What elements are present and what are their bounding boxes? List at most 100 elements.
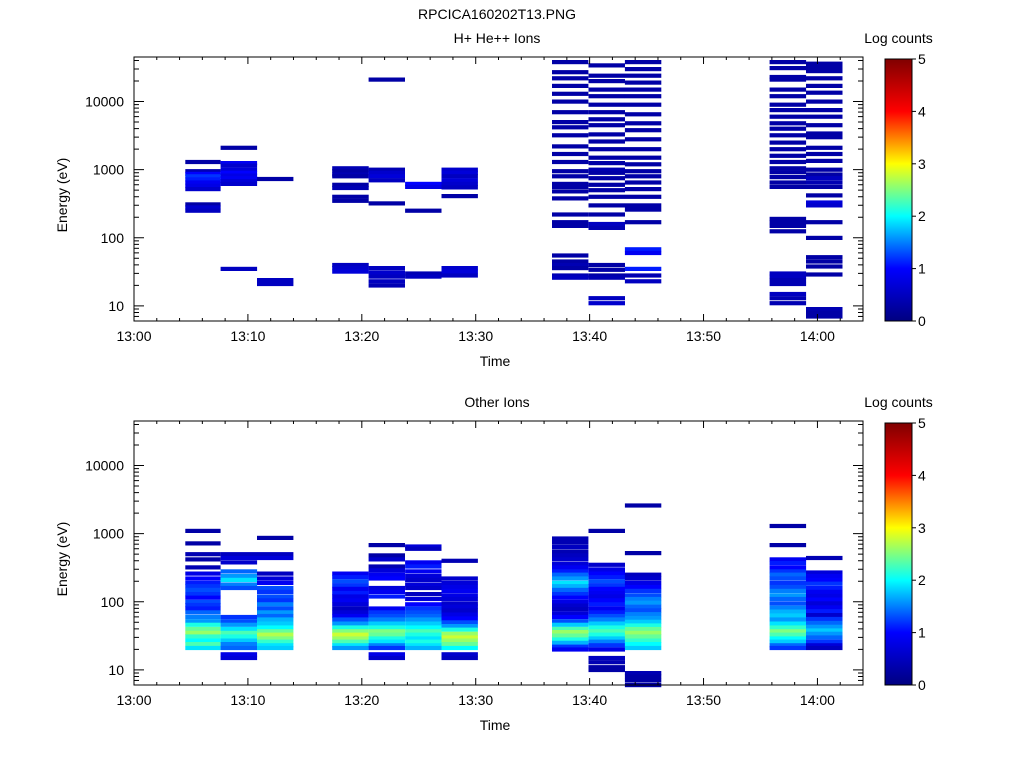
heatmap-cell xyxy=(552,540,589,545)
heatmap-cell xyxy=(368,174,405,179)
heatmap-cell xyxy=(552,159,589,165)
heatmap-cell xyxy=(405,606,442,611)
heatmap-cell xyxy=(624,220,662,225)
heatmap-cell xyxy=(332,625,369,630)
heatmap-cell xyxy=(405,585,442,591)
x-tick-label: 13:40 xyxy=(572,328,607,344)
heatmap-cell xyxy=(368,201,405,206)
heatmap-cell xyxy=(806,613,843,618)
heatmap-cell xyxy=(332,166,369,171)
heatmap-cell xyxy=(769,66,807,71)
x-tick-label: 14:00 xyxy=(800,328,835,344)
heatmap-cell xyxy=(588,586,625,591)
heatmap-cell xyxy=(624,87,662,92)
x-tick-label: 13:00 xyxy=(116,692,151,708)
heatmap-cell xyxy=(257,632,294,637)
heatmap-cell xyxy=(624,588,662,593)
heatmap-cell xyxy=(405,577,442,582)
heatmap-cell xyxy=(441,604,478,609)
heatmap-cell xyxy=(769,166,807,171)
heatmap-cell xyxy=(368,632,405,637)
heatmap-cell xyxy=(552,619,589,624)
heatmap-cell xyxy=(552,181,589,186)
heatmap-cell xyxy=(405,632,442,637)
heatmap-cells xyxy=(185,503,843,688)
x-tick-label: 14:00 xyxy=(800,692,835,708)
heatmap-cell xyxy=(624,551,662,556)
heatmap-cell xyxy=(441,580,478,585)
heatmap-cell xyxy=(405,544,442,549)
heatmap-cell xyxy=(624,162,662,167)
heatmap-cell xyxy=(185,602,221,608)
colorbar-tick-label: 2 xyxy=(918,208,926,224)
heatmap-cell xyxy=(332,629,369,634)
heatmap-cell xyxy=(441,593,478,598)
heatmap-cell xyxy=(806,635,843,640)
heatmap-cell xyxy=(552,603,589,608)
heatmap-cell xyxy=(368,576,405,581)
heatmap-cell xyxy=(588,602,625,607)
heatmap-cell xyxy=(769,580,807,585)
x-tick-label: 13:20 xyxy=(344,692,379,708)
heatmap-cell xyxy=(588,73,625,78)
heatmap-cell xyxy=(769,108,807,113)
heatmap-cell xyxy=(624,584,662,590)
heatmap-cell xyxy=(552,630,589,635)
heatmap-cell xyxy=(368,564,405,569)
heatmap-cell xyxy=(220,573,258,579)
heatmap-cell xyxy=(806,605,843,610)
heatmap-cell xyxy=(769,639,807,644)
colorbar-tick-label: 5 xyxy=(918,51,926,67)
heatmap-cell xyxy=(332,583,369,588)
colorbar-label: Log counts xyxy=(864,394,933,410)
heatmap-cell xyxy=(624,128,662,133)
heatmap-cell xyxy=(441,588,478,593)
y-axis: 10 100 1000 10000 xyxy=(85,423,863,686)
heatmap-cell xyxy=(806,643,843,648)
heatmap-cell xyxy=(806,108,843,113)
heatmap-cell xyxy=(220,582,258,587)
heatmap-cell xyxy=(806,220,843,225)
colorbar-tick-label: 5 xyxy=(918,415,926,431)
heatmap-cell xyxy=(185,626,221,632)
heatmap-cell xyxy=(769,114,807,119)
heatmap-cell xyxy=(624,608,662,613)
heatmap-cell xyxy=(552,70,589,75)
heatmap-cell xyxy=(368,77,405,82)
heatmap-cell xyxy=(441,612,478,617)
heatmap-cell xyxy=(588,629,625,634)
heatmap-cell xyxy=(806,585,843,591)
heatmap-cell xyxy=(368,266,405,271)
heatmap-cell xyxy=(257,625,294,630)
heatmap-cell xyxy=(368,557,405,562)
y-axis-label: Energy (eV) xyxy=(54,522,70,597)
heatmap-cell xyxy=(332,198,369,203)
x-tick-label: 13:50 xyxy=(686,328,721,344)
heatmap-cell xyxy=(769,588,807,593)
heatmap-cell xyxy=(806,639,843,644)
heatmap-cells xyxy=(185,60,843,319)
x-tick-label: 13:10 xyxy=(230,328,265,344)
heatmap-cell xyxy=(806,172,843,177)
heatmap-cell xyxy=(588,110,625,115)
heatmap-cell xyxy=(185,159,221,165)
heatmap-cell xyxy=(552,561,589,567)
heatmap-cell xyxy=(257,535,294,540)
heatmap-cell xyxy=(806,180,843,185)
heatmap-cell xyxy=(588,273,625,278)
heatmap-cell xyxy=(588,647,625,652)
heatmap-cell xyxy=(257,571,294,576)
heatmap-cell xyxy=(769,153,807,158)
heatmap-cell xyxy=(769,77,807,82)
x-tick-label: 13:00 xyxy=(116,328,151,344)
heatmap-cell xyxy=(806,176,843,181)
heatmap-cell xyxy=(185,180,221,185)
plot-frame xyxy=(133,56,864,322)
heatmap-cell xyxy=(257,281,294,287)
heatmap-cell xyxy=(405,569,442,574)
heatmap-cell xyxy=(332,594,369,599)
heatmap-cell xyxy=(624,671,662,676)
x-tick-label: 13:30 xyxy=(458,692,493,708)
heatmap-cell xyxy=(441,269,478,274)
